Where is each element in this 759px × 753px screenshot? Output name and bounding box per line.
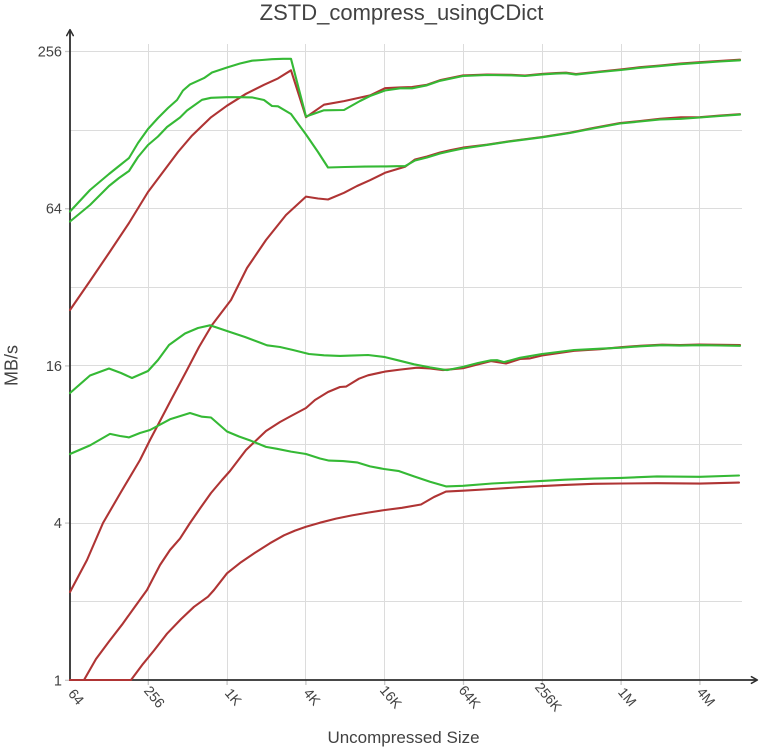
svg-text:4: 4 [54,516,62,532]
svg-text:16: 16 [46,359,62,375]
svg-text:64: 64 [46,202,62,218]
svg-text:256: 256 [38,45,62,61]
svg-text:1: 1 [54,673,62,689]
